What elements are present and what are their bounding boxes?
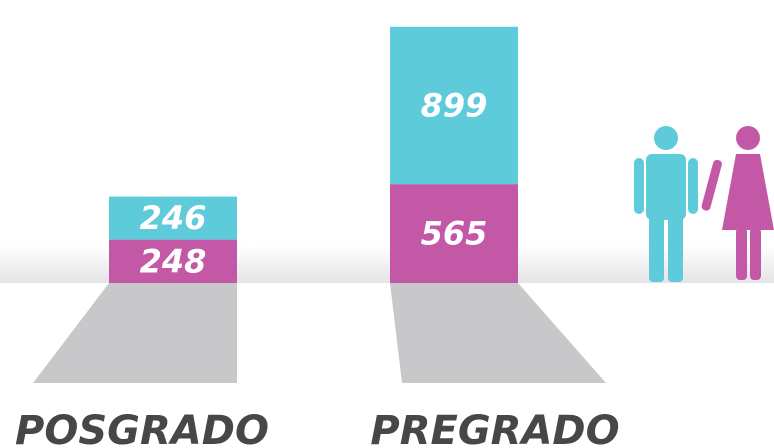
bar-shadow (390, 283, 606, 383)
bar-segment (109, 196, 237, 240)
category-label: POSGRADO (15, 408, 269, 448)
category-label: PREGRADO (370, 408, 619, 448)
value-label: 246 (140, 199, 207, 237)
value-label: 248 (140, 242, 207, 280)
value-label: 899 (421, 86, 488, 124)
bar-segment (390, 26, 518, 185)
bar-segment (109, 239, 237, 283)
bar-segment (390, 184, 518, 283)
value-label: 565 (421, 215, 488, 253)
male-icon (634, 126, 698, 282)
bar-shadow (33, 283, 237, 383)
female-icon (701, 126, 774, 280)
